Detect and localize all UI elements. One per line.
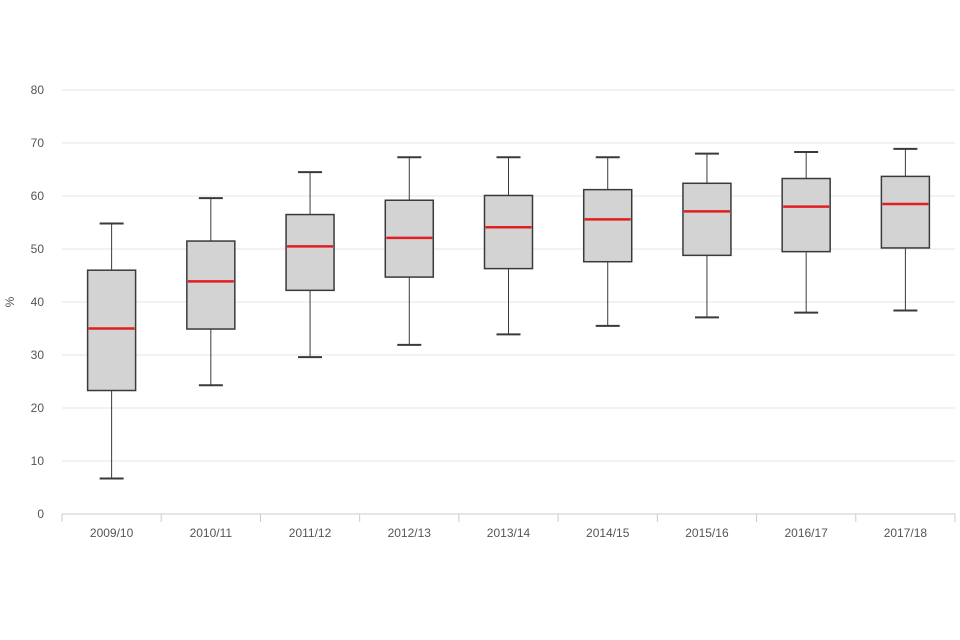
y-tick-label: 70	[31, 136, 45, 150]
x-tick-label: 2012/13	[388, 526, 432, 540]
y-tick-label: 20	[31, 401, 45, 415]
x-tick-label: 2013/14	[487, 526, 531, 540]
y-tick-label: 50	[31, 242, 45, 256]
iqr-box	[483, 194, 534, 270]
x-tick-label: 2015/16	[685, 526, 729, 540]
iqr-box	[582, 188, 633, 263]
x-tick-label: 2010/11	[190, 526, 233, 540]
box-2009-10	[86, 222, 137, 480]
y-tick-label: 0	[37, 507, 44, 521]
box-2017-18	[880, 147, 931, 312]
x-tick-label: 2014/15	[586, 526, 630, 540]
x-tick-label: 2009/10	[90, 526, 134, 540]
y-tick-label: 30	[31, 348, 45, 362]
axes: 0 10 20 30 40 50 60 70 80 2009/10 2010/11 2011/12 20…	[31, 83, 956, 540]
box-2011-12	[285, 171, 335, 359]
iqr-box	[86, 269, 137, 392]
boxes	[86, 147, 931, 480]
iqr-box	[880, 175, 931, 249]
box-2014-15	[582, 156, 633, 327]
y-tick-label: 40	[31, 295, 45, 309]
box-2012-13	[384, 156, 435, 346]
y-tick-label: 10	[31, 454, 45, 468]
y-axis-label: %	[3, 296, 17, 307]
box-2016-17	[781, 151, 831, 314]
x-tick-label: 2011/12	[289, 526, 332, 540]
iqr-box	[285, 213, 335, 292]
x-tick-label: 2016/17	[784, 526, 828, 540]
box-2015-16	[682, 152, 732, 319]
box-2013-14	[483, 156, 534, 336]
iqr-box	[186, 240, 236, 330]
box-2010-11	[186, 197, 236, 387]
iqr-box	[781, 177, 831, 253]
y-tick-label: 60	[31, 189, 45, 203]
y-tick-label: 80	[31, 83, 45, 97]
iqr-box	[682, 182, 732, 257]
x-tick-label: 2017/18	[884, 526, 928, 540]
